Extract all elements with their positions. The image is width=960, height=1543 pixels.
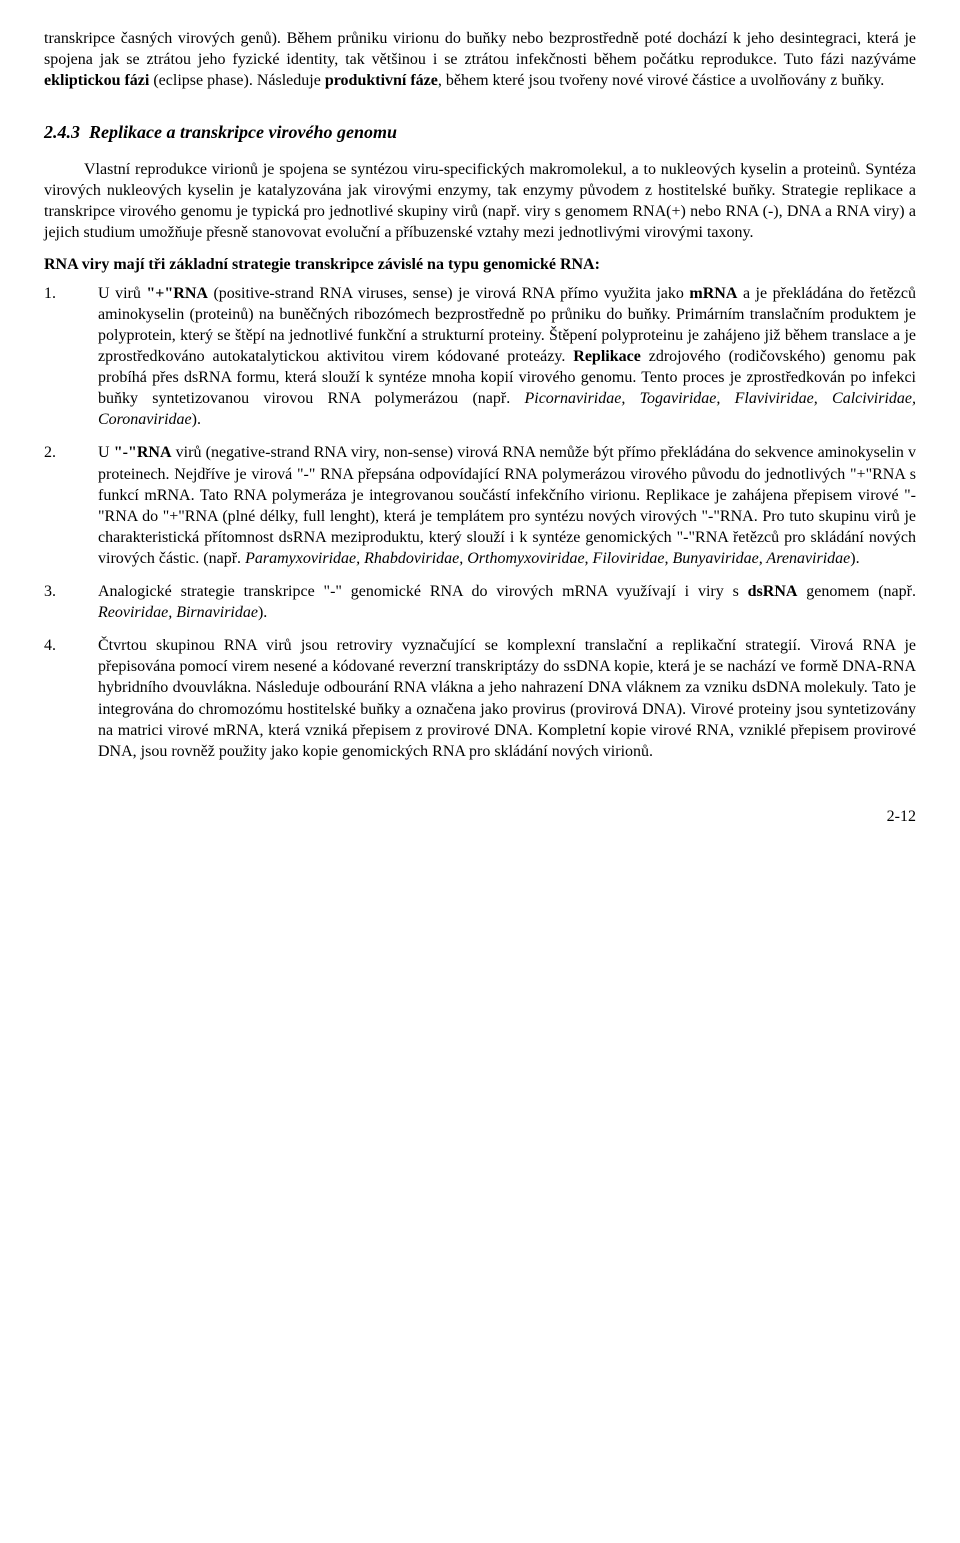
list-item: 2. U "-"RNA virů (negative-strand RNA vi… [44,442,916,569]
intro-paragraph: transkripce časných virových genů). Běhe… [44,28,916,91]
rna-subheading: RNA viry mají tři základní strategie tra… [44,254,916,275]
list-number: 3. [44,581,98,602]
list-number: 4. [44,635,98,656]
page-number: 2-12 [44,806,916,827]
section-number: 2.4.3 [44,122,80,142]
list-item: 1. U virů "+"RNA (positive-strand RNA vi… [44,283,916,431]
list-number: 1. [44,283,98,304]
section-heading: 2.4.3 Replikace a transkripce virového g… [44,121,916,145]
body-paragraph: Vlastní reprodukce virionů je spojena se… [44,159,916,243]
list-item: 3. Analogické strategie transkripce "-" … [44,581,916,623]
list-text: Analogické strategie transkripce "-" gen… [98,581,916,623]
list-text: U virů "+"RNA (positive-strand RNA virus… [98,283,916,431]
section-title: Replikace a transkripce virového genomu [89,122,397,142]
list-text: U "-"RNA virů (negative-strand RNA viry,… [98,442,916,569]
list-item: 4. Čtvrtou skupinou RNA virů jsou retrov… [44,635,916,762]
rna-strategy-list: 1. U virů "+"RNA (positive-strand RNA vi… [44,283,916,762]
list-number: 2. [44,442,98,463]
list-text: Čtvrtou skupinou RNA virů jsou retroviry… [98,635,916,762]
